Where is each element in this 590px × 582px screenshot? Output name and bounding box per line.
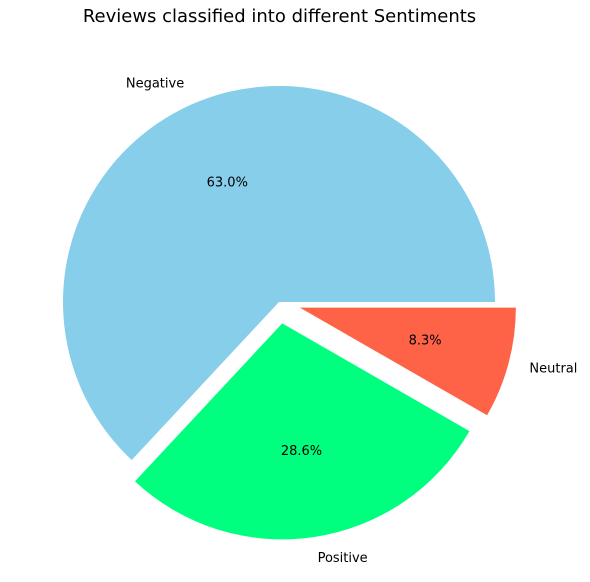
pie-labels: 63.0% Negative 28.6% Positive 8.3% Neutral — [126, 77, 578, 566]
pie-slice-neutral — [299, 307, 516, 416]
pie-slice-negative — [63, 86, 496, 461]
category-label-positive: Positive — [318, 551, 368, 566]
category-label-neutral: Neutral — [529, 361, 577, 376]
pct-label-neutral: 8.3% — [409, 334, 442, 349]
chart-title: Reviews classified into different Sentim… — [82, 6, 477, 27]
pct-label-negative: 63.0% — [207, 176, 248, 191]
category-label-negative: Negative — [126, 77, 184, 92]
pie-slice-positive — [134, 323, 470, 540]
pie-slices — [63, 86, 516, 540]
pct-label-positive: 28.6% — [281, 444, 322, 459]
